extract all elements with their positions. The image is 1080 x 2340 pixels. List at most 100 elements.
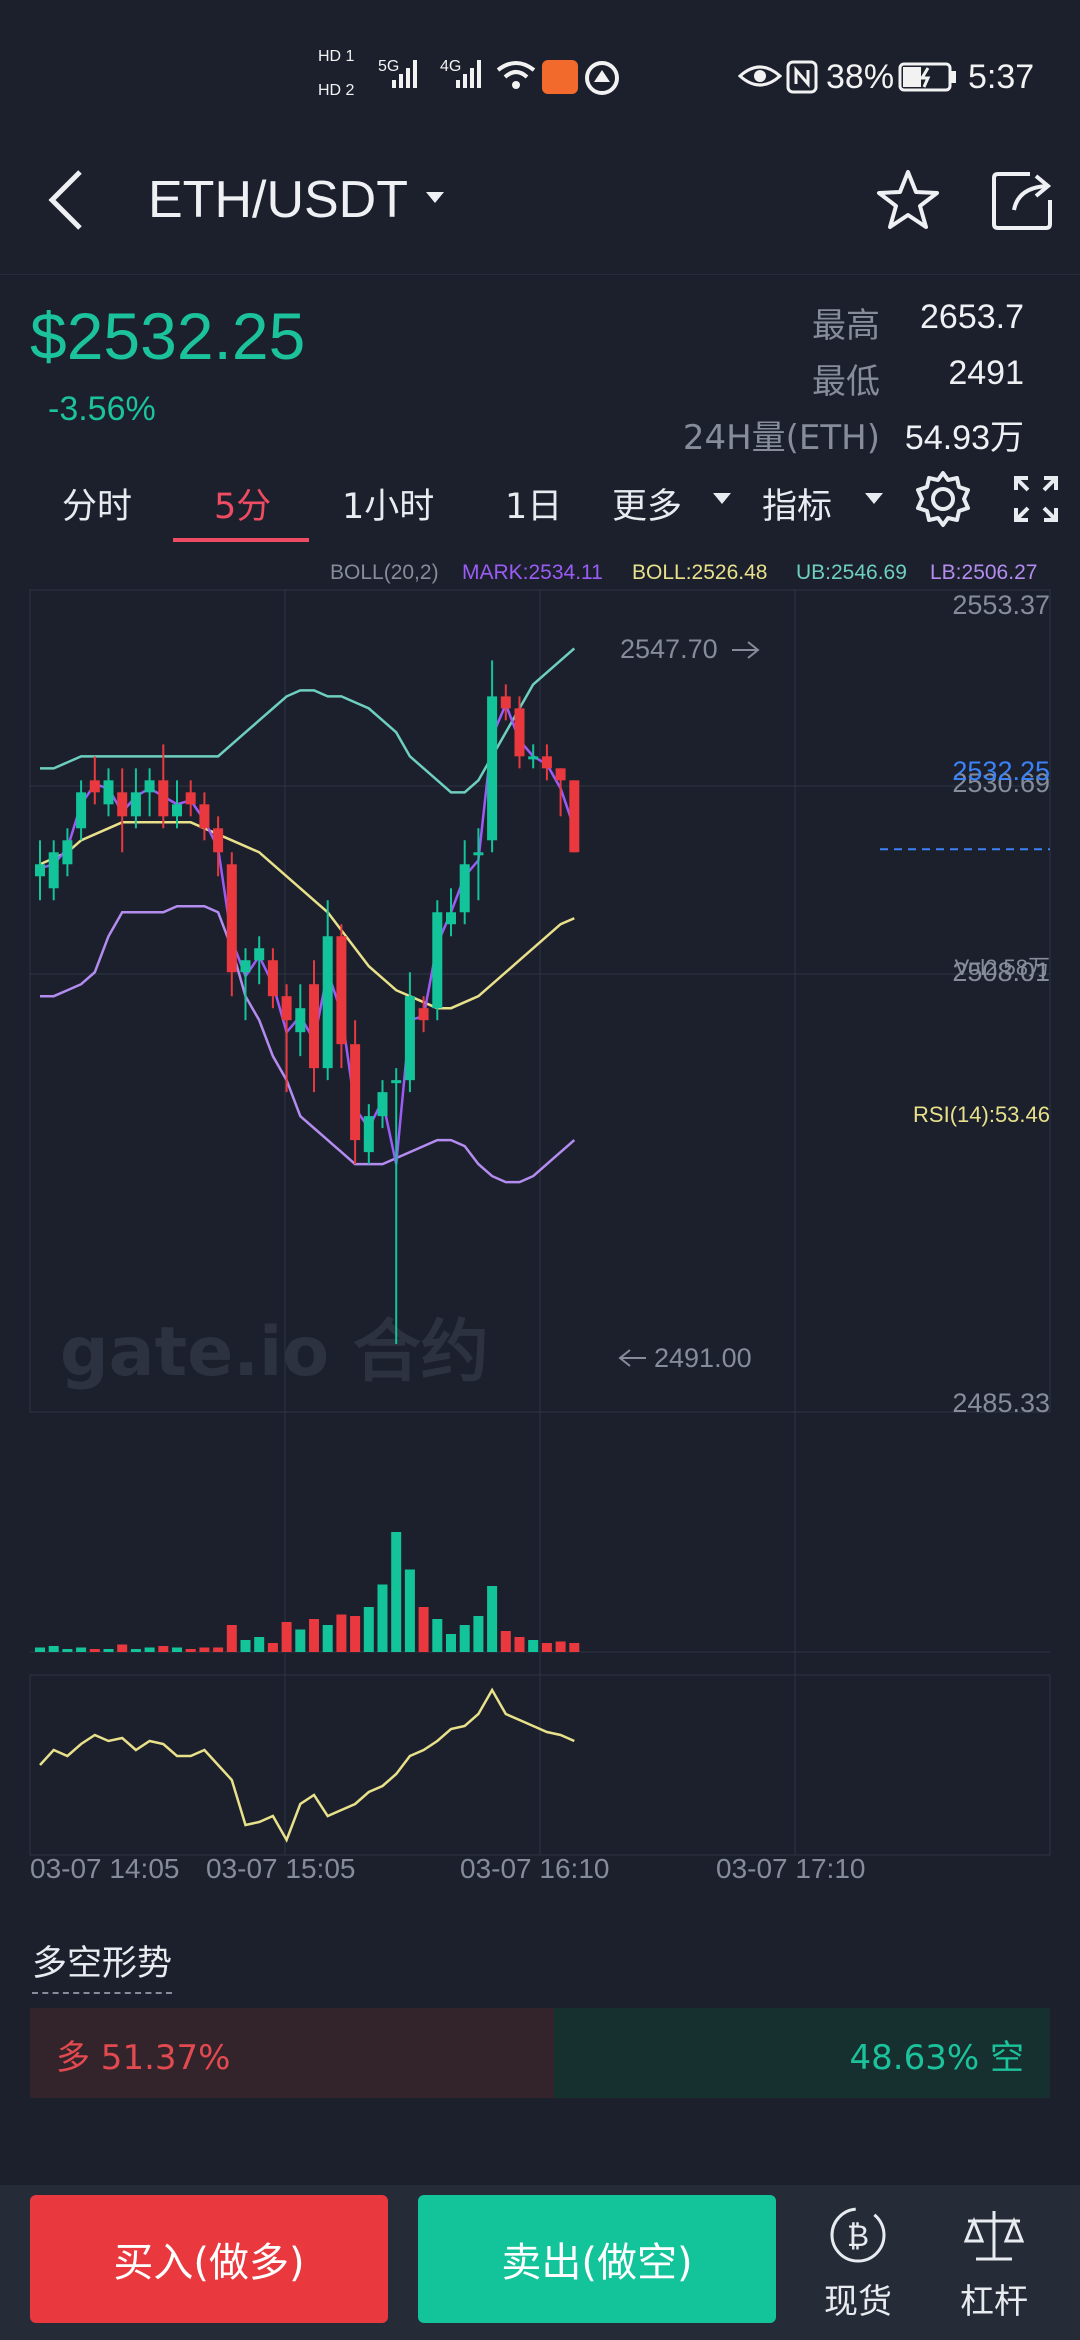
candle-body: [500, 696, 511, 709]
low-value: 2491: [948, 354, 1024, 392]
volume-bar: [309, 1619, 319, 1652]
volume-bar: [528, 1640, 539, 1652]
tab-more[interactable]: 更多: [612, 487, 683, 527]
tab-1day[interactable]: 1日: [505, 487, 563, 527]
leverage-button[interactable]: 杠杆: [944, 2205, 1044, 2325]
battery-percent: 38%: [826, 58, 895, 96]
candle-body: [62, 840, 73, 865]
candle-body: [555, 768, 566, 781]
pair-dropdown-icon[interactable]: [424, 190, 446, 206]
candle-body: [459, 864, 470, 913]
candle-body: [295, 1008, 306, 1033]
volume-bar: [35, 1647, 45, 1652]
tab-indicators[interactable]: 指标: [762, 487, 833, 527]
legend-ub: UB:2546.69: [796, 561, 907, 584]
volume-bar: [350, 1616, 361, 1652]
more-dropdown-icon[interactable]: [712, 492, 732, 506]
volume-bar: [254, 1637, 265, 1652]
time-label-2: 03-07 15:05: [206, 1853, 355, 1884]
long-fill: [30, 2008, 554, 2098]
volume-bar: [130, 1649, 141, 1652]
volume-bar: [295, 1629, 306, 1652]
volume-bar: [158, 1646, 169, 1652]
candle-body: [432, 912, 443, 1009]
time-axis-labels: 03-07 14:05 03-07 15:05 03-07 16:10 03-0…: [30, 1853, 865, 1884]
price-label-top: 2553.37: [952, 590, 1050, 620]
scale-icon: [963, 2211, 1025, 2261]
tab-timeshare[interactable]: 分时: [62, 487, 133, 527]
share-icon[interactable]: [990, 168, 1056, 232]
volume-bar: [144, 1647, 155, 1652]
high-value: 2653.7: [920, 298, 1024, 336]
mark-price-line: [39, 701, 576, 1165]
candle-body: [514, 708, 525, 757]
spot-label: 现货: [824, 2282, 892, 2322]
volume-bar: [213, 1647, 224, 1652]
candle-body: [144, 780, 155, 793]
rsi-polyline: [39, 1687, 575, 1843]
spot-button[interactable]: ₿ 现货: [808, 2205, 908, 2325]
boll-lower-line: [40, 905, 576, 1184]
sell-short-button[interactable]: 卖出(做空): [418, 2195, 776, 2323]
pair-title[interactable]: ETH/USDT: [148, 171, 408, 229]
vol-label: Vol2.58万: [955, 955, 1050, 980]
tab-5min[interactable]: 5分: [214, 487, 272, 527]
boll-upper-line: [40, 647, 576, 794]
volume-bar: [404, 1569, 415, 1652]
legend-boll-mid: BOLL:2526.48: [632, 561, 767, 584]
time-label-1: 03-07 14:05: [30, 1853, 179, 1884]
volume-bar: [76, 1647, 87, 1652]
active-tab-indicator: [173, 538, 309, 542]
watermark: gate.io 合约: [60, 1313, 489, 1392]
volume-bar: [473, 1616, 484, 1652]
volume-bar: [336, 1614, 347, 1652]
volume-bar: [226, 1625, 237, 1652]
fullscreen-icon[interactable]: [1012, 474, 1060, 524]
candle-body: [185, 792, 196, 805]
low-marker-label: 2491.00: [654, 1343, 752, 1373]
high-label: 最高: [812, 306, 880, 346]
volume-bar: [555, 1641, 566, 1652]
sentiment-title[interactable]: 多空形势: [32, 1935, 173, 1994]
buy-long-button[interactable]: 买入(做多): [30, 2195, 388, 2323]
volume-bar: [500, 1631, 511, 1652]
candle-body: [172, 804, 182, 817]
candle-body: [158, 780, 169, 817]
candle-body: [528, 756, 539, 760]
current-price-tag: 2532.25: [952, 756, 1050, 786]
candle-body: [76, 792, 87, 829]
bitcoin-icon: ₿: [830, 2207, 886, 2263]
settings-gear-icon[interactable]: [914, 470, 972, 528]
volume-label: 24H量(ETH): [682, 418, 880, 458]
long-percent: 多 51.37%: [56, 2038, 231, 2078]
chart-grid: [29, 589, 1051, 1856]
candle-body: [240, 960, 251, 973]
volume-bar: [281, 1622, 292, 1652]
candle-body: [281, 996, 292, 1021]
status-bar: HD 1 HD 2 5G 4G 38% 5:37: [0, 0, 1080, 150]
candle-body: [487, 696, 498, 841]
indicators-dropdown-icon[interactable]: [864, 492, 884, 506]
signal-icon: [392, 60, 417, 88]
short-percent: 48.63% 空: [849, 2038, 1024, 2078]
back-arrow-icon[interactable]: [44, 168, 88, 232]
volume-bar: [322, 1625, 333, 1652]
bottom-action-bar: 买入(做多) 卖出(做空) ₿ 现货 杠杆: [0, 2185, 1080, 2340]
high-marker-arrow: [732, 641, 760, 659]
tab-1hour[interactable]: 1小时: [342, 487, 435, 527]
signal-icon-2: [456, 60, 481, 88]
price-axis-labels: 2553.37 2530.69 2532.25 2508.01 2485.33: [952, 590, 1050, 1418]
price-label-bottom: 2485.33: [952, 1388, 1050, 1418]
star-icon[interactable]: [876, 168, 940, 232]
volume-bar: [446, 1634, 456, 1652]
rsi-panel-frame: [29, 1674, 1051, 1856]
candle-body: [446, 912, 456, 925]
volume-bar: [267, 1643, 278, 1652]
candle-body: [569, 780, 580, 853]
kline-chart[interactable]: BOLL(20,2) MARK:2534.11 BOLL:2526.48 UB:…: [0, 550, 1080, 1900]
candle-body: [213, 828, 224, 853]
sim1-label: HD 1: [318, 48, 355, 65]
volume-bar: [199, 1647, 210, 1652]
candle-body: [541, 756, 552, 769]
clock: 5:37: [968, 58, 1035, 96]
